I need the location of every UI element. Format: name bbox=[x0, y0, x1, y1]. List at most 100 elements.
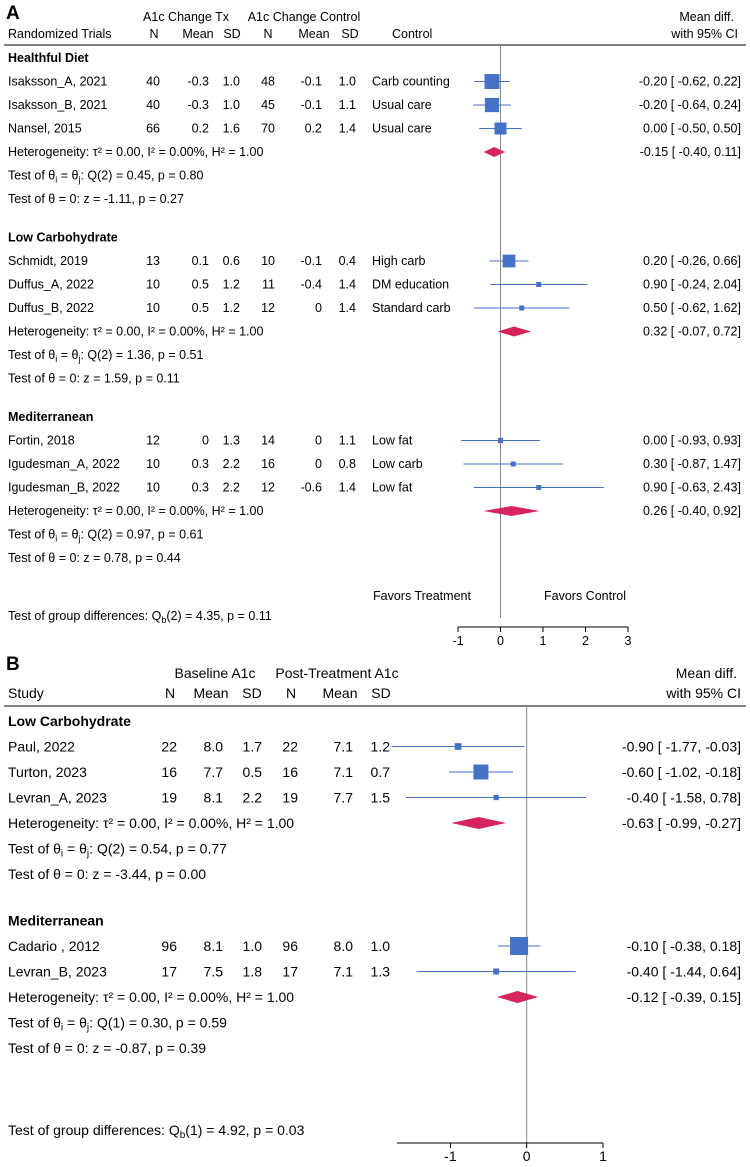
study-control: Low fat bbox=[372, 434, 413, 448]
panel-a-col-study: Randomized Trials bbox=[8, 27, 112, 41]
study-control: Low fat bbox=[372, 481, 413, 495]
study-ci-text: 0.90 [ -0.24, 2.04] bbox=[643, 278, 741, 292]
study-square bbox=[493, 794, 499, 801]
study-name: Levran_A, 2023 bbox=[8, 790, 107, 806]
study-name: Isaksson_B, 2021 bbox=[8, 98, 107, 112]
study-n2: 11 bbox=[262, 278, 275, 292]
study-sd1: 1.2 bbox=[223, 301, 240, 315]
study-mean2: -0.1 bbox=[300, 98, 322, 112]
study-mean2: 0.2 bbox=[305, 122, 322, 136]
heterogeneity: Heterogeneity: τ² = 0.00, I² = 0.00%, H²… bbox=[8, 325, 263, 339]
test-heterogeneity: Test of θi = θj: Q(2) = 0.45, p = 0.80 bbox=[8, 169, 203, 185]
study-ci-text: -0.20 [ -0.64, 0.24] bbox=[639, 98, 741, 112]
study-square bbox=[510, 461, 516, 467]
study-sd2: 1.3 bbox=[371, 964, 391, 980]
study-sd2: 1.4 bbox=[339, 278, 356, 292]
test-theta-zero: Test of θ = 0: z = -0.87, p = 0.39 bbox=[8, 1040, 206, 1056]
pooled-diamond bbox=[483, 147, 506, 157]
study-ci-text: 0.00 [ -0.93, 0.93] bbox=[643, 434, 741, 448]
heterogeneity: Heterogeneity: τ² = 0.00, I² = 0.00%, H²… bbox=[8, 504, 263, 518]
panel-a-col-n-tx: N bbox=[149, 27, 158, 41]
study-square bbox=[497, 437, 504, 444]
panel-b-group-header-post: Post-Treatment A1c bbox=[275, 665, 398, 681]
study-n2: 45 bbox=[261, 98, 275, 112]
study-n1: 10 bbox=[146, 278, 160, 292]
pooled-ci-text: -0.63 [ -0.99, -0.27] bbox=[622, 815, 741, 831]
study-n2: 48 bbox=[261, 75, 275, 89]
study-sd1: 2.2 bbox=[223, 481, 240, 495]
study-sd2: 1.1 bbox=[339, 434, 356, 448]
study-ci-text: -0.40 [ -1.44, 0.64] bbox=[627, 964, 741, 980]
study-n1: 19 bbox=[161, 790, 177, 806]
test-heterogeneity: Test of θi = θj: Q(2) = 0.54, p = 0.77 bbox=[8, 841, 227, 860]
study-n2: 96 bbox=[282, 938, 298, 954]
panel-b-x-axis: -1 0 1 bbox=[397, 1142, 607, 1164]
x-tick-label: 0 bbox=[523, 1148, 531, 1164]
study-n2: 22 bbox=[282, 739, 298, 755]
panel-b-col-study: Study bbox=[8, 685, 44, 701]
panel-a-effect-header-1: Mean diff. bbox=[679, 10, 734, 24]
study-mean1: -0.3 bbox=[187, 98, 209, 112]
x-tick-label: 3 bbox=[625, 634, 632, 648]
study-n1: 96 bbox=[161, 938, 177, 954]
pooled-diamond bbox=[497, 326, 532, 337]
panel-b-col-n-post: N bbox=[286, 685, 296, 701]
study-name: Nansel, 2015 bbox=[8, 122, 82, 136]
study-sd1: 1.0 bbox=[223, 98, 240, 112]
study-square bbox=[502, 254, 516, 268]
x-tick-label: -1 bbox=[452, 634, 463, 648]
panel-a-favors-control: Favors Control bbox=[544, 589, 626, 603]
study-mean2: -0.1 bbox=[300, 254, 322, 268]
study-name: Igudesman_B, 2022 bbox=[8, 481, 120, 495]
study-control: Usual care bbox=[372, 122, 432, 136]
panel-a-col-n-ctrl: N bbox=[263, 27, 272, 41]
study-control: Low carb bbox=[372, 457, 423, 471]
x-tick-label: -1 bbox=[444, 1148, 457, 1164]
study-mean1: 7.7 bbox=[204, 764, 224, 780]
study-n1: 17 bbox=[161, 964, 177, 980]
subgroup-title: Low Carbohydrate bbox=[8, 231, 118, 245]
panel-b-test-group-differences: Test of group differences: Qb(1) = 4.92,… bbox=[8, 1122, 305, 1141]
study-name: Turton, 2023 bbox=[8, 764, 87, 780]
study-sd1: 0.5 bbox=[243, 764, 263, 780]
study-name: Igudesman_A, 2022 bbox=[8, 457, 120, 471]
panel-a-group-header-control: A1c Change Control bbox=[248, 10, 361, 24]
panel-b-rows: Low Carbohydrate Paul, 2022 22 8.0 1.7 22 7.1 1… bbox=[8, 713, 741, 1056]
study-n1: 12 bbox=[146, 434, 160, 448]
study-mean2: -0.4 bbox=[300, 278, 322, 292]
study-n1: 16 bbox=[161, 764, 177, 780]
panel-b-col-sd-post: SD bbox=[371, 685, 390, 701]
study-mean2: -0.1 bbox=[300, 75, 322, 89]
study-mean1: 8.0 bbox=[204, 739, 224, 755]
study-n1: 10 bbox=[146, 457, 160, 471]
x-tick-label: 0 bbox=[497, 634, 504, 648]
study-ci-text: 0.00 [ -0.50, 0.50] bbox=[643, 122, 741, 136]
panel-a-col-mean-tx: Mean bbox=[182, 27, 213, 41]
study-n2: 70 bbox=[261, 122, 275, 136]
study-n2: 12 bbox=[261, 481, 275, 495]
study-mean1: 0.3 bbox=[192, 457, 209, 471]
study-sd2: 0.7 bbox=[371, 764, 391, 780]
panel-b-effect-header-1: Mean diff. bbox=[676, 665, 737, 681]
study-ci-text: -0.20 [ -0.62, 0.22] bbox=[639, 75, 741, 89]
study-square bbox=[493, 968, 500, 975]
study-mean2: 0 bbox=[315, 457, 322, 471]
study-mean2: 8.0 bbox=[334, 938, 354, 954]
study-name: Levran_B, 2023 bbox=[8, 964, 107, 980]
subgroup-title: Healthful Diet bbox=[8, 51, 89, 65]
pooled-ci-text: -0.12 [ -0.39, 0.15] bbox=[627, 989, 741, 1005]
subgroup-title: Low Carbohydrate bbox=[8, 713, 131, 729]
study-square bbox=[454, 743, 462, 750]
heterogeneity: Heterogeneity: τ² = 0.00, I² = 0.00%, H²… bbox=[8, 145, 263, 159]
study-n1: 13 bbox=[146, 254, 160, 268]
panel-a-test-group-differences: Test of group differences: Qb(2) = 4.35,… bbox=[8, 609, 272, 625]
study-sd2: 1.2 bbox=[371, 739, 391, 755]
study-ci-text: 0.90 [ -0.63, 2.43] bbox=[643, 481, 741, 495]
study-n2: 16 bbox=[261, 457, 275, 471]
study-name: Duffus_A, 2022 bbox=[8, 278, 94, 292]
study-sd2: 0.4 bbox=[339, 254, 356, 268]
panel-b-col-mean-post: Mean bbox=[322, 685, 357, 701]
study-sd1: 2.2 bbox=[223, 457, 240, 471]
study-name: Duffus_B, 2022 bbox=[8, 301, 94, 315]
